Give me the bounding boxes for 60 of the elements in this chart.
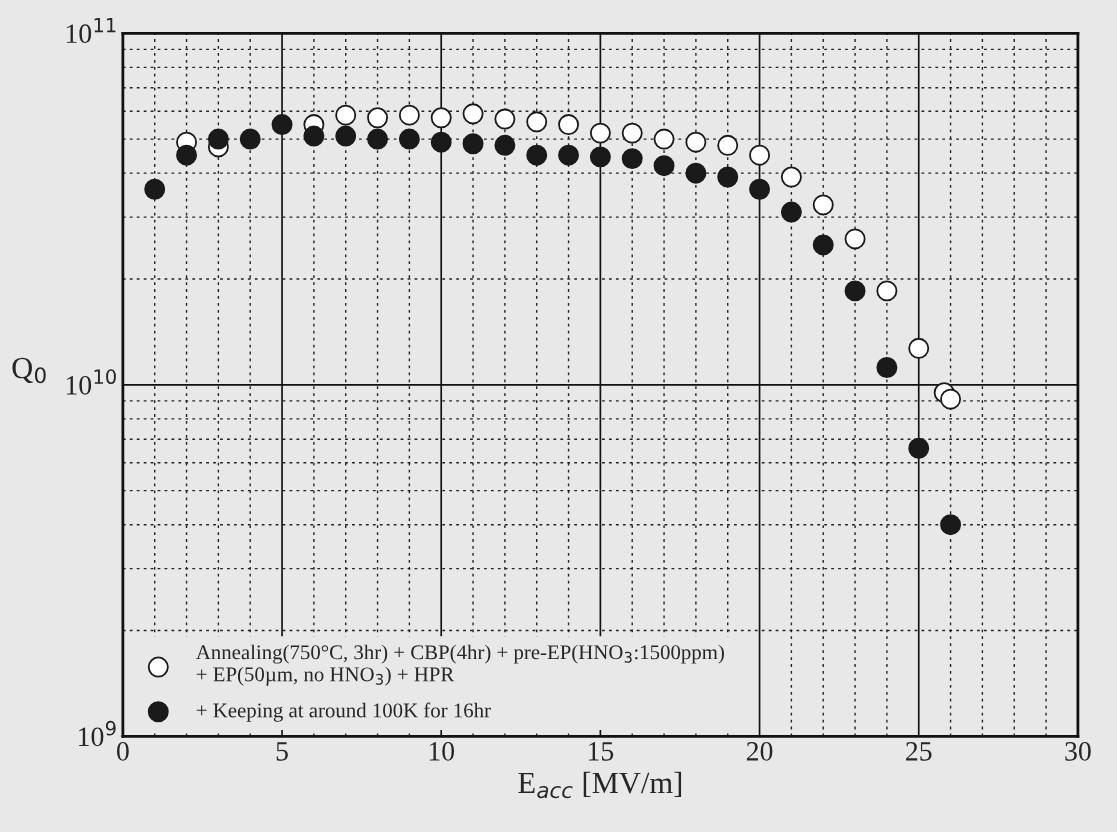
point — [812, 234, 834, 256]
point — [398, 104, 420, 126]
point — [908, 437, 930, 459]
point — [589, 122, 611, 144]
text: Annealing(750°C, 3hr) + CBP(4hr) + pre-EP(HNO$_{3}$:1500ppm) + EP(50µm, no HNO$_{3}$) + HPR — [195, 644, 724, 686]
x-tick-label: 15 — [588, 742, 614, 761]
point — [685, 131, 707, 153]
point — [589, 146, 611, 168]
legend-label: + Keeping at around 100K for 16hr — [196, 702, 491, 722]
x-tick-label: 5 — [276, 742, 288, 761]
point — [526, 144, 548, 166]
point — [207, 128, 229, 150]
point — [144, 178, 166, 200]
x-tick-label: 25 — [906, 742, 932, 761]
point — [653, 155, 675, 177]
y-tick-label: 10$^{11}$ — [66, 17, 116, 44]
point — [876, 357, 898, 378]
point — [367, 107, 389, 129]
point — [335, 104, 357, 126]
point — [398, 128, 420, 150]
point — [685, 162, 707, 184]
point — [367, 128, 389, 150]
x-axis-title: E$_{acc}$ [MV/m] — [518, 771, 682, 799]
point — [430, 131, 452, 153]
y-tick-label: 10$^{9}$ — [79, 720, 116, 747]
point — [621, 122, 643, 144]
point — [940, 388, 962, 410]
point — [271, 114, 293, 136]
point — [717, 134, 739, 156]
point — [494, 134, 516, 156]
point — [780, 201, 802, 223]
point — [812, 194, 834, 216]
point — [908, 337, 930, 359]
point — [940, 514, 962, 536]
point — [176, 144, 198, 166]
point — [558, 144, 580, 166]
y-axis-title: Q$_{0}$ — [12, 357, 46, 384]
y-tick-label: 10$^{10}$ — [66, 369, 116, 395]
x-tick-label: 10 — [429, 741, 455, 761]
point — [653, 128, 675, 150]
point — [558, 114, 580, 136]
point — [876, 280, 898, 302]
point — [844, 280, 866, 302]
point — [303, 125, 325, 147]
point — [621, 148, 643, 170]
point — [749, 178, 771, 200]
point — [780, 166, 802, 188]
point — [462, 133, 484, 155]
point — [526, 111, 548, 133]
x-tick-label: 0 — [116, 741, 129, 761]
point — [430, 107, 452, 129]
x-tick-label: 20 — [746, 741, 773, 761]
point — [335, 125, 357, 147]
point — [239, 128, 261, 150]
point — [717, 166, 739, 188]
point — [494, 108, 516, 130]
point — [844, 228, 866, 250]
point — [749, 144, 771, 166]
point — [462, 103, 484, 125]
x-tick-label: 30 — [1065, 741, 1091, 761]
